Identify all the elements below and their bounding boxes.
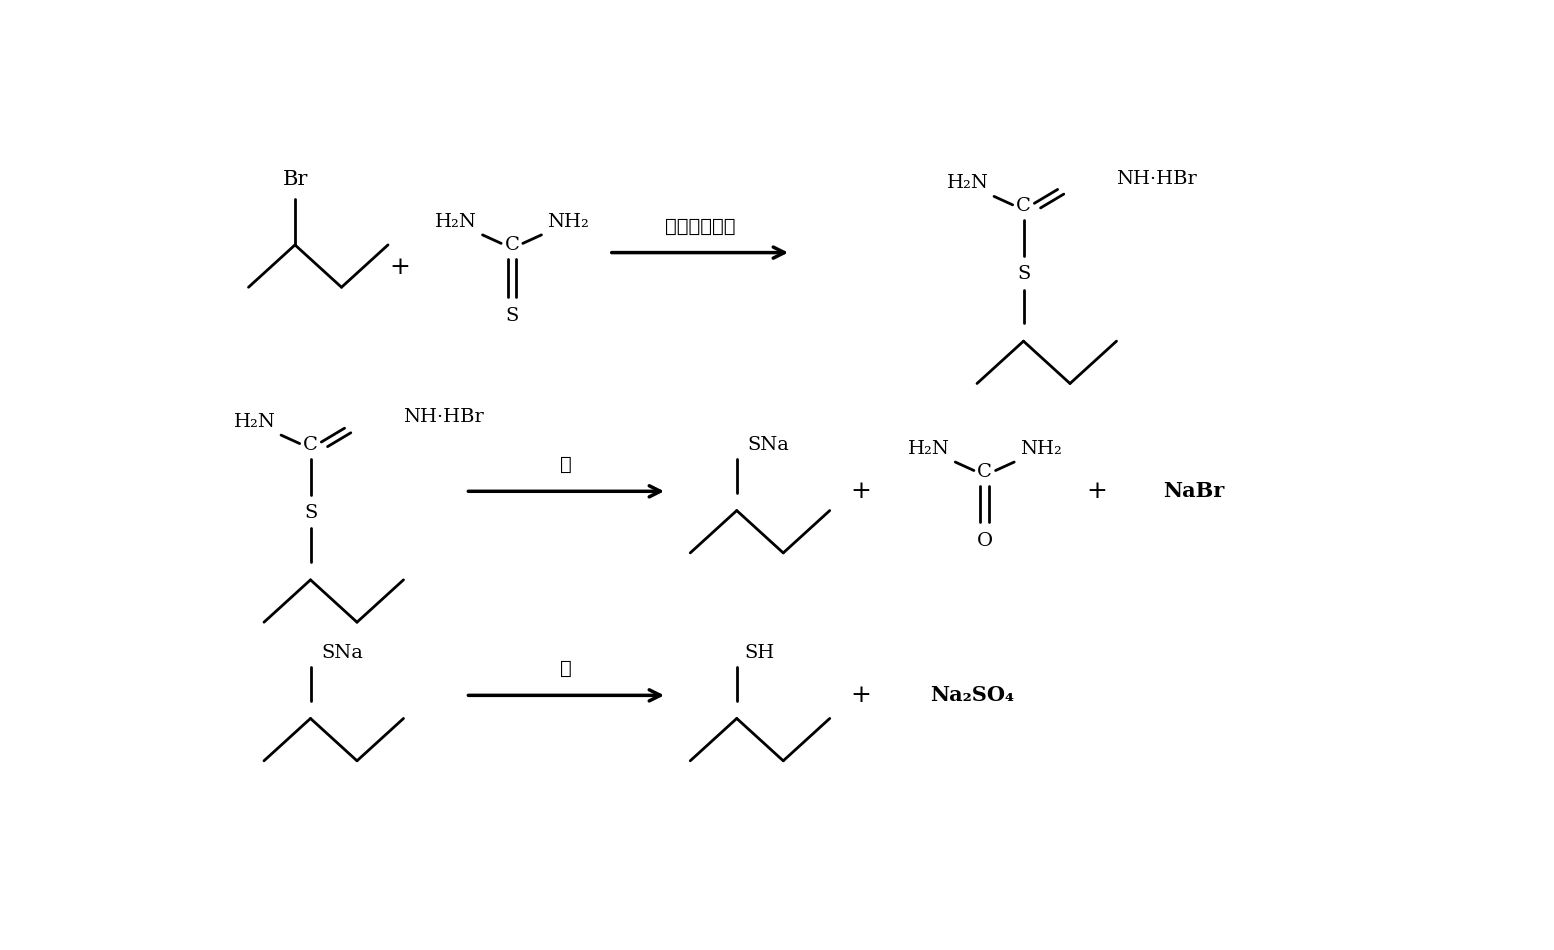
Text: H₂N: H₂N — [233, 413, 275, 431]
Text: C: C — [505, 236, 519, 254]
Text: 相转移催化剂: 相转移催化剂 — [665, 217, 735, 236]
Text: NH·HBr: NH·HBr — [1116, 170, 1197, 188]
Text: NaBr: NaBr — [1162, 482, 1225, 502]
Text: NH₂: NH₂ — [1019, 440, 1061, 458]
Text: C: C — [977, 463, 991, 481]
Text: S: S — [305, 504, 317, 522]
Text: S: S — [505, 307, 519, 325]
Text: 酸: 酸 — [561, 659, 572, 678]
Text: SNa: SNa — [322, 644, 364, 662]
Text: +: + — [1086, 480, 1108, 503]
Text: +: + — [850, 480, 872, 503]
Text: NH₂: NH₂ — [547, 213, 589, 231]
Text: +: + — [388, 256, 410, 279]
Text: 碱: 碱 — [561, 455, 572, 474]
Text: SH: SH — [744, 644, 775, 662]
Text: H₂N: H₂N — [435, 213, 477, 231]
Text: H₂N: H₂N — [946, 174, 988, 192]
Text: C: C — [303, 436, 319, 454]
Text: S: S — [1016, 265, 1030, 283]
Text: NH·HBr: NH·HBr — [404, 408, 485, 427]
Text: C: C — [1016, 198, 1030, 216]
Text: +: + — [850, 684, 872, 707]
Text: SNa: SNa — [747, 436, 789, 454]
Text: Na₂SO₄: Na₂SO₄ — [931, 685, 1015, 705]
Text: H₂N: H₂N — [908, 440, 949, 458]
Text: Br: Br — [283, 170, 308, 189]
Text: O: O — [976, 532, 993, 550]
